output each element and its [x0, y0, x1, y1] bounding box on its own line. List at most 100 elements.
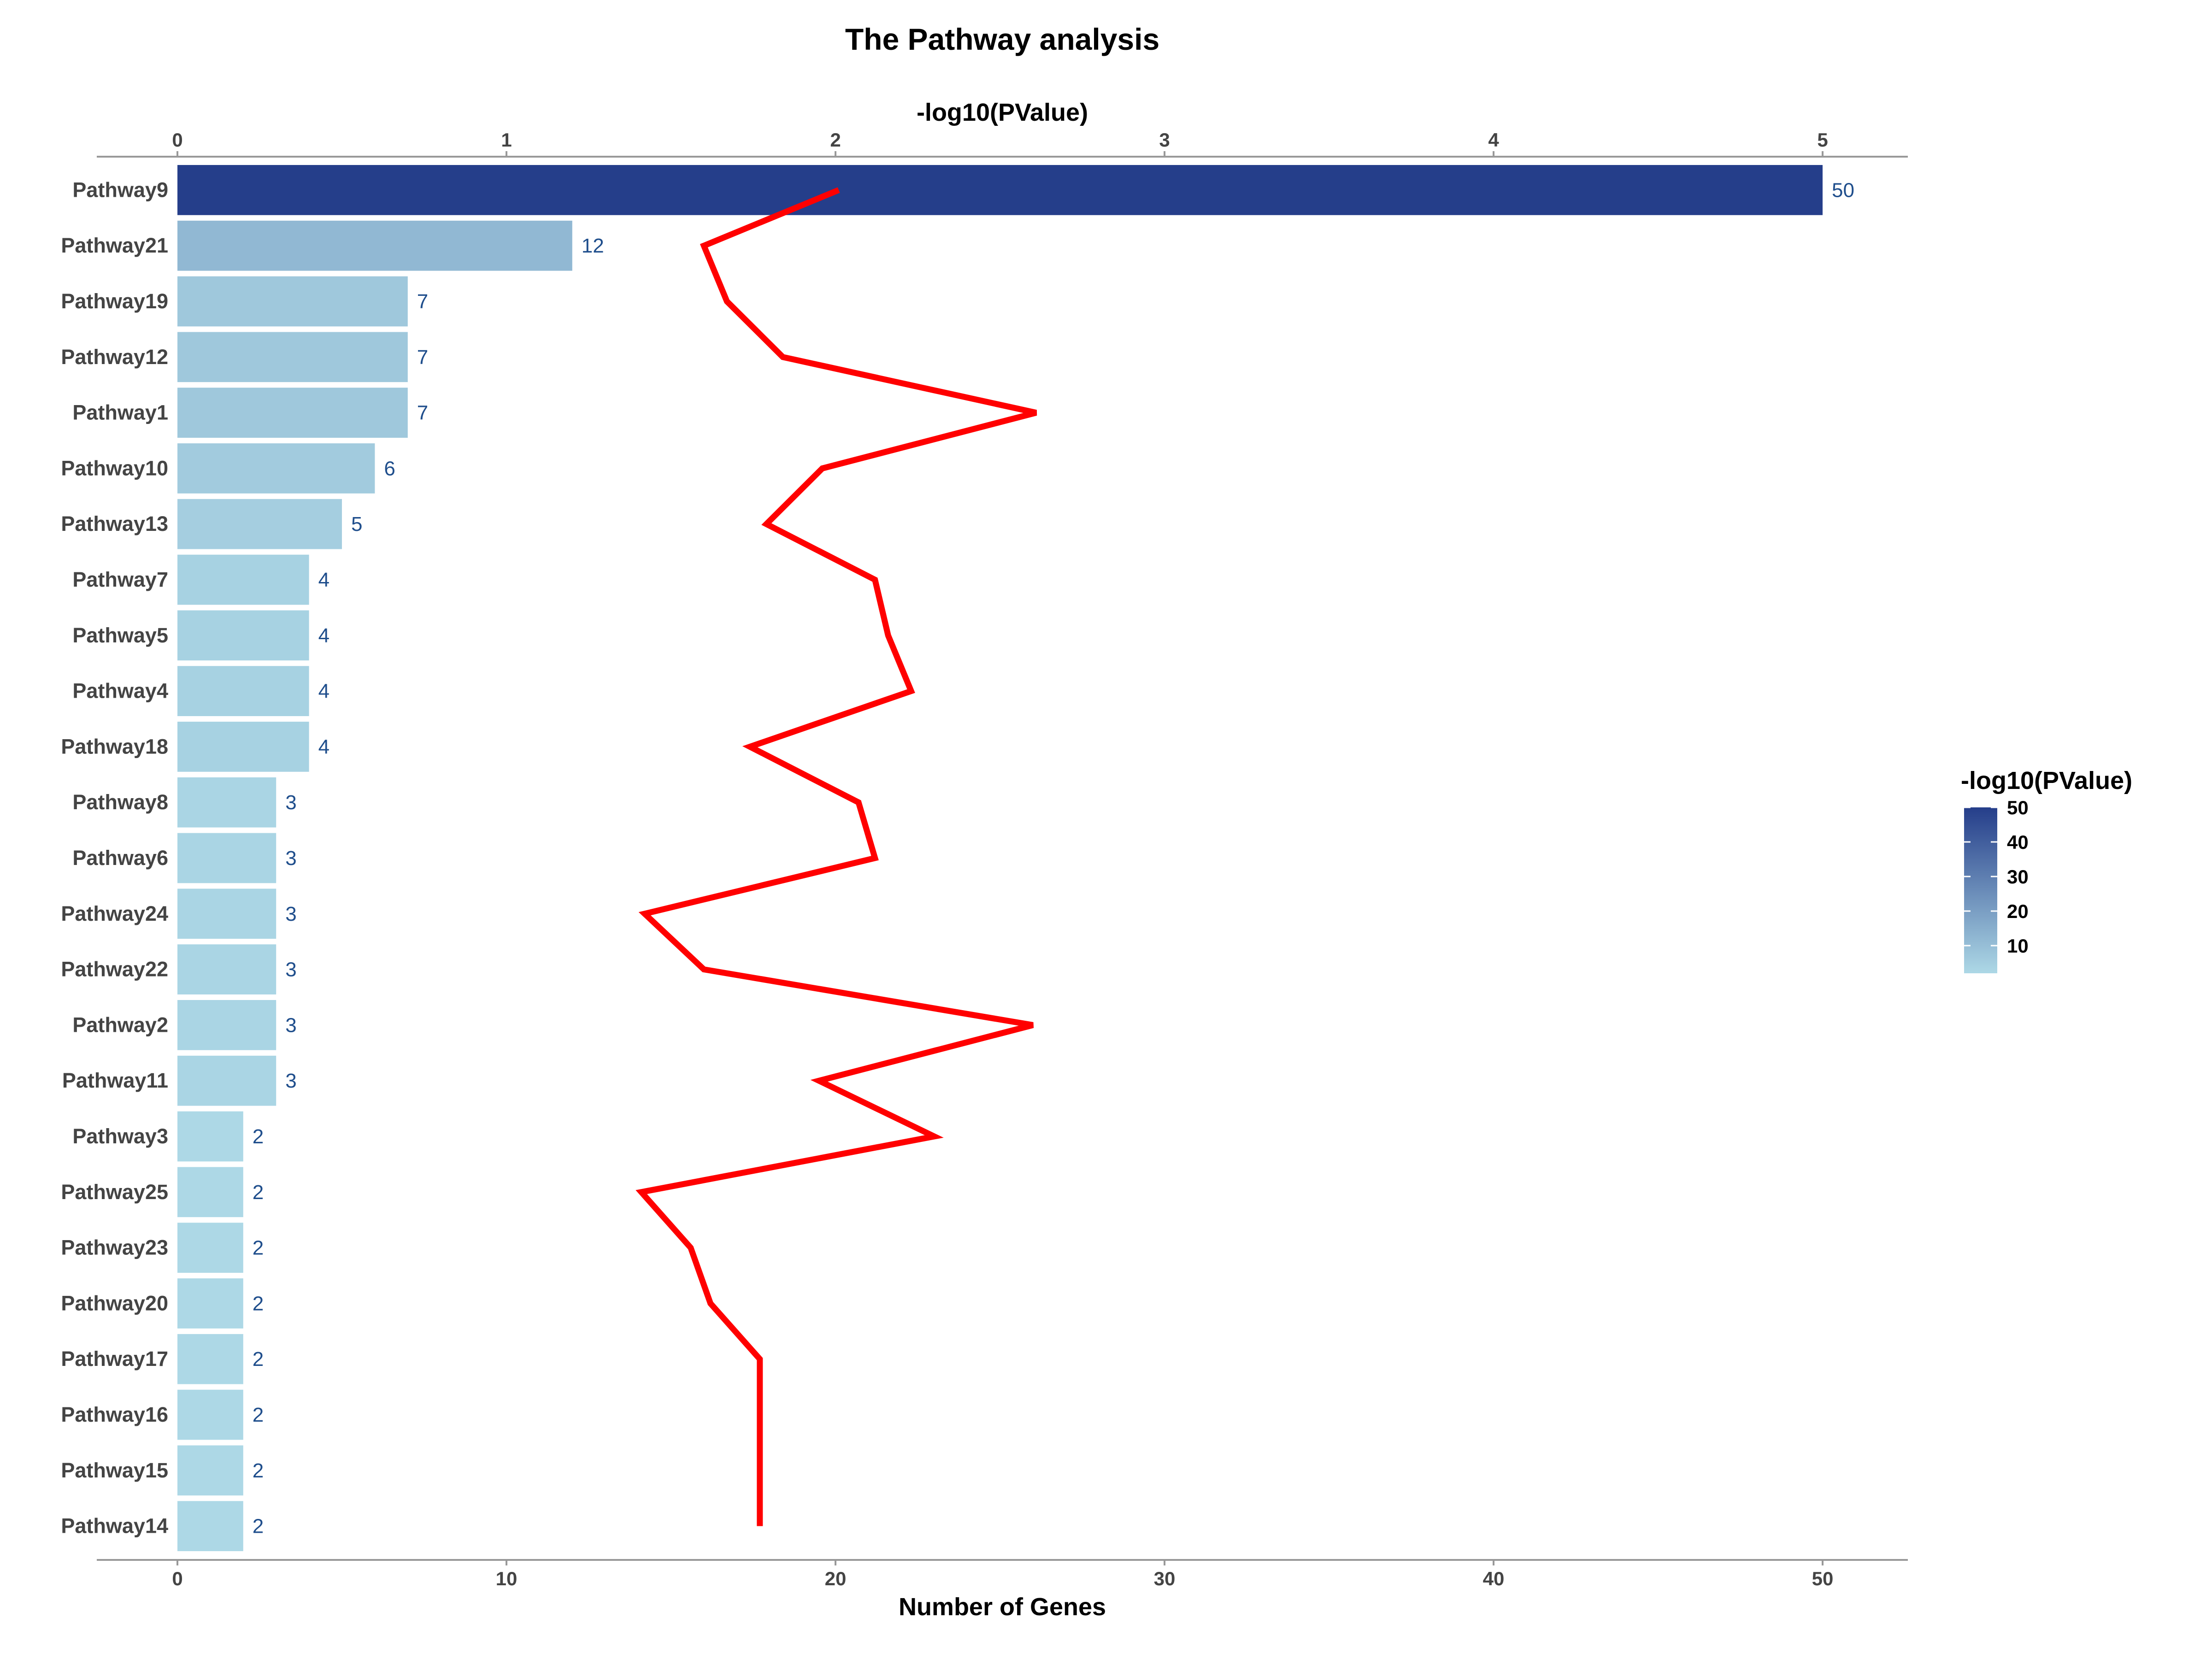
bar-value-label: 2 [253, 1237, 264, 1259]
bar-value-label: 3 [285, 1014, 296, 1036]
category-label: Pathway23 [61, 1236, 168, 1259]
bottom-axis-title: Number of Genes [899, 1593, 1106, 1621]
bar-value-label: 3 [285, 1070, 296, 1092]
bar-pathway19 [177, 276, 408, 327]
bar-pathway14 [177, 1501, 243, 1551]
bar-value-label: 3 [285, 847, 296, 870]
legend-tick-label: 40 [2007, 831, 2029, 853]
bar-pathway24 [177, 888, 276, 939]
bar-value-label: 2 [253, 1404, 264, 1426]
category-label: Pathway12 [61, 345, 168, 369]
bar-pathway1 [177, 388, 408, 438]
bottom-axis-tick-label: 50 [1812, 1568, 1834, 1589]
category-label: Pathway15 [61, 1459, 168, 1482]
top-axis-title: -log10(PValue) [917, 99, 1088, 126]
bottom-axis-ticks: 0 10 20 30 40 50 [172, 1560, 1833, 1589]
legend-ticks: 50 40 30 20 10 [1964, 797, 2029, 957]
legend-tick-label: 50 [2007, 797, 2029, 818]
bar-value-label: 3 [285, 959, 296, 981]
bar-pathway8 [177, 777, 276, 828]
bar-value-label: 6 [384, 457, 395, 480]
pvalue-line-layer [635, 187, 1037, 1526]
bar-pathway22 [177, 944, 276, 994]
bar-value-label: 2 [253, 1348, 264, 1371]
category-label: Pathway2 [72, 1013, 168, 1036]
bar-value-label: 3 [285, 903, 296, 925]
chart-title: The Pathway analysis [845, 22, 1159, 56]
bar-value-label: 2 [253, 1459, 264, 1482]
top-axis-tick-label: 4 [1488, 129, 1499, 151]
bar-pathway7 [177, 554, 309, 605]
legend-colorbar [1964, 807, 1997, 973]
bar-pathway9 [177, 165, 1823, 215]
category-label: Pathway4 [72, 679, 168, 703]
bar-pathway18 [177, 722, 309, 772]
legend-tick-label: 10 [2007, 935, 2029, 957]
category-label: Pathway3 [72, 1124, 168, 1148]
bar-pathway15 [177, 1445, 243, 1496]
category-label: Pathway1 [72, 401, 168, 424]
bar-value-label: 7 [417, 346, 428, 369]
category-label: Pathway18 [61, 735, 168, 758]
legend-tick-label: 30 [2007, 866, 2029, 888]
bar-pathway4 [177, 666, 309, 716]
category-label: Pathway19 [61, 289, 168, 313]
category-label: Pathway25 [61, 1180, 168, 1204]
bar-pathway25 [177, 1167, 243, 1218]
category-label: Pathway11 [62, 1069, 168, 1092]
bar-pathway17 [177, 1334, 243, 1384]
bottom-axis-tick-label: 0 [172, 1568, 182, 1589]
bars-layer [177, 165, 1823, 1551]
category-label: Pathway13 [61, 512, 168, 535]
category-label: Pathway5 [72, 624, 168, 647]
category-label: Pathway10 [61, 456, 168, 480]
data-labels: 50 12 7 7 7 6 5 4 4 4 4 3 3 3 3 3 3 2 2 2 2 2 2 2 2 [253, 179, 1854, 1537]
top-axis-tick-label: 5 [1817, 129, 1828, 151]
bar-value-label: 2 [253, 1125, 264, 1148]
top-axis-tick-label: 2 [830, 129, 841, 151]
top-axis-ticks: 0 1 2 3 4 5 [172, 129, 1828, 157]
bar-value-label: 2 [253, 1515, 264, 1538]
bar-value-label: 2 [253, 1292, 264, 1315]
bar-pathway16 [177, 1389, 243, 1440]
category-label: Pathway9 [72, 178, 168, 201]
bottom-axis-tick-label: 30 [1154, 1568, 1176, 1589]
bar-value-label: 5 [351, 513, 362, 535]
category-label: Pathway16 [61, 1403, 168, 1426]
top-axis-tick-label: 3 [1159, 129, 1170, 151]
pvalue-line [635, 187, 1037, 1526]
bar-value-label: 50 [1832, 179, 1854, 201]
bar-pathway5 [177, 610, 309, 661]
bar-value-label: 4 [318, 735, 329, 758]
top-axis-tick-label: 0 [172, 129, 182, 151]
category-label: Pathway24 [61, 902, 168, 925]
bar-value-label: 4 [318, 680, 329, 703]
bar-pathway11 [177, 1055, 276, 1106]
bar-value-label: 2 [253, 1181, 264, 1204]
color-legend: -log10(PValue) 50 40 30 20 10 [1961, 767, 2132, 973]
bar-value-label: 7 [417, 402, 428, 424]
bar-value-label: 12 [582, 235, 604, 257]
top-axis-tick-label: 1 [501, 129, 512, 151]
bottom-axis-tick-label: 40 [1483, 1568, 1505, 1589]
category-label: Pathway14 [61, 1514, 168, 1538]
bar-pathway2 [177, 1000, 276, 1050]
bar-value-label: 7 [417, 290, 428, 313]
bar-pathway3 [177, 1111, 243, 1162]
category-label: Pathway6 [72, 846, 168, 870]
bar-pathway12 [177, 332, 408, 382]
category-label: Pathway7 [72, 568, 168, 591]
bottom-axis-tick-label: 10 [496, 1568, 518, 1589]
category-label: Pathway21 [61, 234, 168, 257]
bottom-axis-tick-label: 20 [825, 1568, 847, 1589]
legend-title: -log10(PValue) [1961, 767, 2132, 794]
category-label: Pathway8 [72, 790, 168, 814]
category-label: Pathway20 [61, 1291, 168, 1315]
bar-pathway6 [177, 833, 276, 883]
bar-pathway20 [177, 1278, 243, 1329]
bar-pathway13 [177, 499, 342, 549]
bar-pathway21 [177, 220, 572, 271]
bar-pathway10 [177, 443, 375, 494]
category-label: Pathway22 [61, 958, 168, 981]
